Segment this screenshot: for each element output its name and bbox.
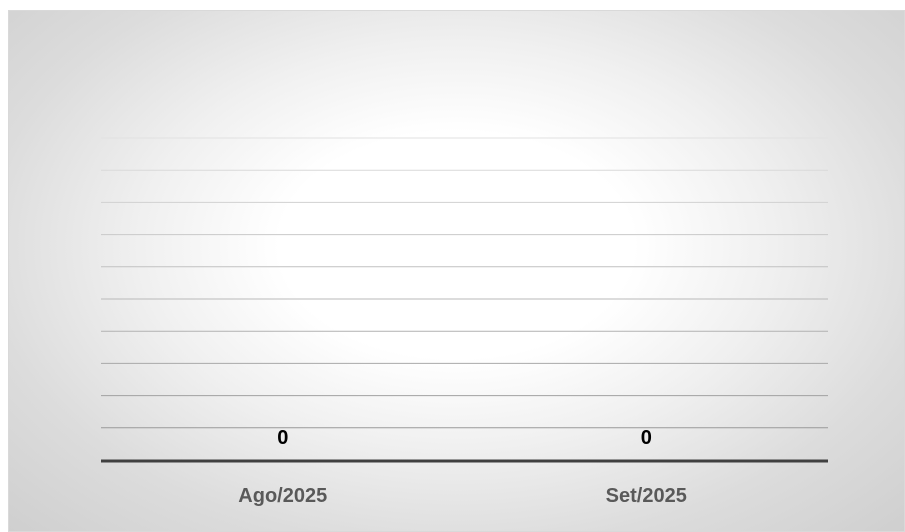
chart-area bbox=[8, 10, 905, 532]
gridlines bbox=[101, 137, 828, 429]
data-label: 0 bbox=[277, 427, 288, 449]
bar-marks: 0 Ago/2025 0 Set/2025 bbox=[238, 427, 687, 507]
x-tick-label: Set/2025 bbox=[606, 485, 687, 507]
data-label: 0 bbox=[641, 427, 652, 449]
x-tick-label: Ago/2025 bbox=[238, 485, 327, 507]
